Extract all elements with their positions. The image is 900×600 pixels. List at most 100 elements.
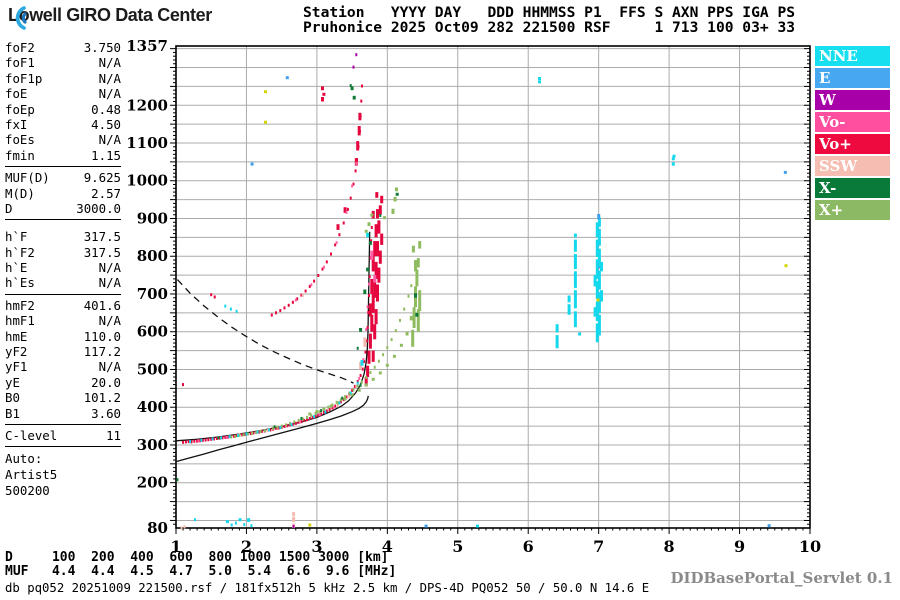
echo-point — [573, 311, 577, 328]
param-label: D — [5, 200, 13, 216]
echo-point — [399, 318, 401, 322]
echo-point — [567, 304, 571, 315]
y-axis-label: 80 — [147, 519, 168, 537]
param-label: h`E — [5, 260, 28, 276]
echo-point — [314, 414, 317, 418]
echo-point — [190, 440, 193, 444]
echo-point — [264, 90, 267, 94]
param-row-hmf1: hmF1 N/A — [5, 313, 121, 328]
echo-point — [377, 359, 380, 363]
echo-point — [364, 350, 367, 354]
echo-point — [272, 426, 275, 430]
echo-point — [342, 221, 345, 225]
param-row-yf2: yF2 117.2 — [5, 344, 121, 359]
echo-point — [374, 261, 378, 279]
record-status-line: db pq052 20251009 221500.rsf / 181fx512h… — [5, 581, 650, 595]
echo-point — [356, 346, 359, 350]
echo-point — [252, 431, 255, 435]
echo-point — [225, 435, 228, 439]
echo-point — [297, 418, 300, 422]
echo-point — [180, 526, 183, 530]
echo-point — [317, 274, 320, 277]
series-noise — [264, 90, 788, 527]
echo-point — [671, 157, 675, 161]
param-value: N/A — [98, 70, 121, 86]
echo-point — [221, 436, 224, 440]
servlet-version-label: DIDBasePortal_Servlet 0.1 — [670, 569, 893, 587]
param-label: h`Es — [5, 275, 35, 291]
echo-point — [237, 434, 239, 437]
echo-point — [351, 389, 354, 393]
echo-point — [213, 295, 216, 299]
echo-point — [364, 383, 368, 387]
legend-item-x: X+ — [815, 200, 890, 220]
autoscaling-line: 500200 — [5, 482, 50, 498]
echo-point — [424, 524, 428, 528]
echo-point — [277, 426, 280, 430]
echo-point — [291, 300, 294, 304]
echo-point — [247, 518, 251, 522]
echo-point — [359, 383, 362, 387]
echo-point — [269, 428, 272, 432]
echo-point — [273, 425, 276, 429]
echo-point — [361, 367, 364, 371]
echo-point — [234, 434, 237, 438]
param-value: 4.50 — [91, 116, 121, 132]
echo-point — [371, 350, 375, 362]
echo-point — [373, 275, 377, 283]
echo-point — [331, 406, 334, 410]
echo-point — [361, 84, 363, 88]
echo-point — [355, 161, 358, 165]
legend-item-x: X- — [815, 178, 890, 198]
echo-point — [337, 404, 339, 408]
echo-point — [338, 401, 341, 405]
echo-point — [292, 525, 295, 528]
echo-point — [246, 432, 249, 436]
echo-point — [395, 192, 399, 196]
x-axis-label: 10 — [799, 537, 821, 556]
giro-wave-icon — [15, 6, 27, 30]
echo-point — [395, 187, 398, 192]
param-row-foes: foEs N/A — [5, 132, 121, 147]
autoscaling-info: Auto: Artist5 500200 — [5, 451, 121, 498]
param-value: N/A — [98, 260, 121, 276]
echo-point — [335, 241, 338, 245]
series-o-trace-vo-plus — [182, 84, 384, 444]
echo-point — [322, 411, 325, 414]
autoscaling-line: Artist5 — [5, 466, 58, 482]
param-row-mufd: MUF(D) 9.625 — [5, 170, 121, 185]
echo-point — [294, 298, 297, 302]
echo-point — [225, 520, 229, 524]
echo-point — [378, 205, 382, 215]
param-value: 110.0 — [83, 328, 121, 344]
echo-point — [345, 210, 348, 214]
echo-point — [243, 523, 246, 527]
curve-true-height-profile — [175, 395, 369, 463]
echo-point — [235, 309, 238, 313]
echo-point — [264, 120, 267, 124]
echo-point — [299, 420, 301, 424]
echo-point — [306, 418, 308, 422]
echo-point — [268, 428, 270, 432]
echo-point — [352, 182, 355, 186]
echo-point — [784, 264, 788, 268]
echo-point — [293, 420, 296, 424]
echo-point — [418, 290, 422, 311]
echo-point — [391, 208, 395, 214]
echo-point — [597, 214, 601, 220]
echo-point — [283, 425, 286, 428]
echo-point — [370, 314, 374, 332]
parameter-panel: foF2 3.750 foF1 N/A foF1p N/A foE N/A foEp 0.48 fx… — [5, 40, 121, 498]
echo-point — [366, 365, 370, 377]
param-value: 1.15 — [91, 147, 121, 163]
echo-point — [330, 252, 332, 256]
echo-point — [371, 294, 375, 313]
param-label: B0 — [5, 390, 20, 406]
echo-point — [593, 307, 597, 317]
echo-point — [597, 292, 601, 313]
echo-point — [308, 523, 312, 527]
lowell-giro-logo: Lowell GIRO Data Center — [8, 5, 212, 30]
y-axis-label: 300 — [137, 436, 168, 454]
echo-point — [354, 158, 358, 166]
